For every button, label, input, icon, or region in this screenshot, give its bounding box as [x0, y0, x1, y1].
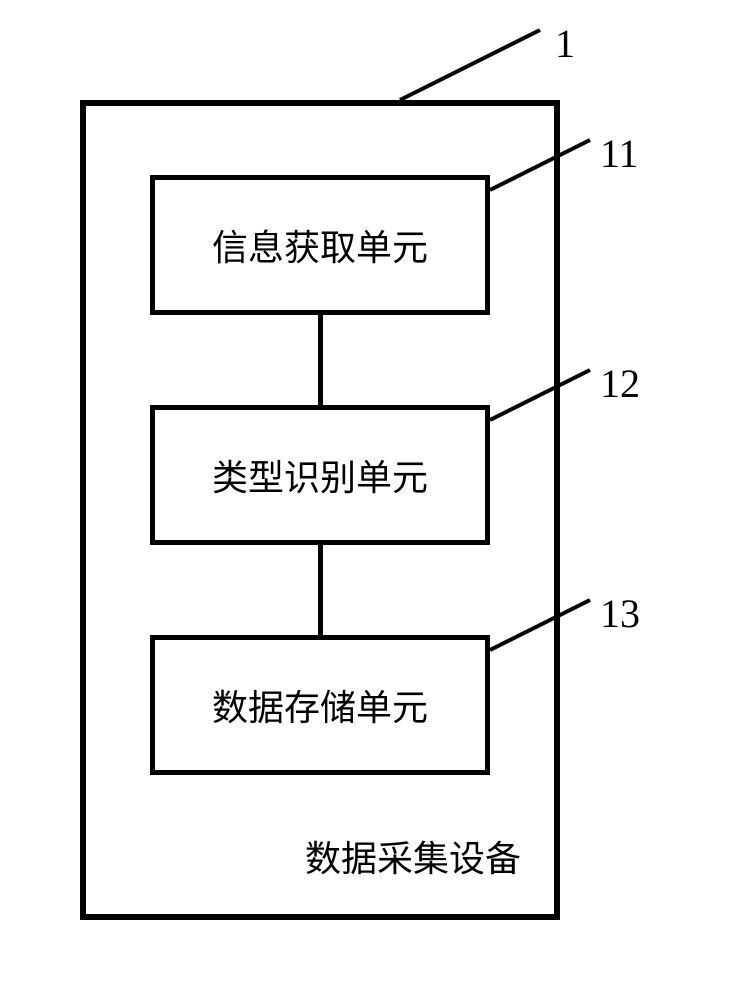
leader-line-data-store	[0, 0, 734, 1006]
leader-label-data-store: 13	[600, 590, 640, 637]
